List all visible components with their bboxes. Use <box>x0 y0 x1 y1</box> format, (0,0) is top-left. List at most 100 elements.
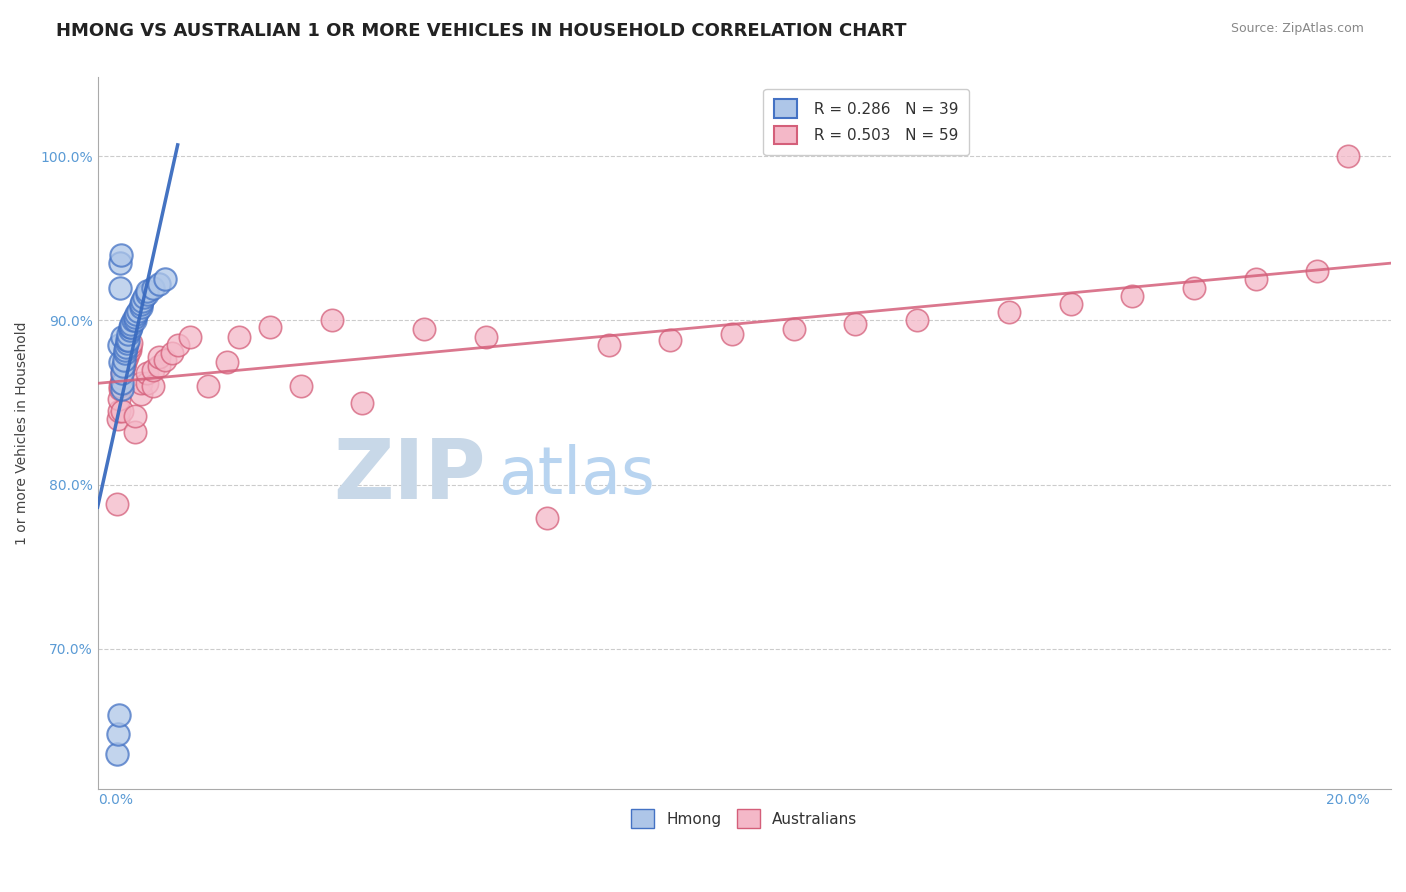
Point <box>110 379 132 393</box>
Point <box>598 338 620 352</box>
Point <box>111 376 134 390</box>
Text: Source: ZipAtlas.com: Source: ZipAtlas.com <box>1230 22 1364 36</box>
Point <box>155 352 177 367</box>
Text: HMONG VS AUSTRALIAN 1 OR MORE VEHICLES IN HOUSEHOLD CORRELATION CHART: HMONG VS AUSTRALIAN 1 OR MORE VEHICLES I… <box>56 22 907 40</box>
Point <box>121 336 143 351</box>
Point <box>215 354 238 368</box>
Point <box>110 371 132 385</box>
Point <box>115 340 138 354</box>
Point <box>111 383 134 397</box>
Point <box>110 376 132 390</box>
Point <box>782 321 804 335</box>
Point <box>135 284 157 298</box>
Point <box>117 326 139 341</box>
Point <box>108 354 131 368</box>
Point <box>111 366 134 380</box>
Point <box>110 330 132 344</box>
Legend: Hmong, Australians: Hmong, Australians <box>626 804 863 834</box>
Point <box>121 320 143 334</box>
Point <box>124 409 146 423</box>
Point <box>721 326 744 341</box>
Point <box>115 333 138 347</box>
Point <box>1306 264 1329 278</box>
Point <box>111 366 134 380</box>
Point <box>844 317 866 331</box>
Point <box>659 333 682 347</box>
Point <box>142 280 165 294</box>
Point <box>135 376 157 390</box>
Point <box>124 310 146 325</box>
Point <box>160 346 183 360</box>
Y-axis label: 1 or more Vehicles in Household: 1 or more Vehicles in Household <box>15 321 30 545</box>
Point <box>124 425 146 439</box>
Point <box>108 392 131 407</box>
Point <box>115 350 138 364</box>
Point <box>129 301 152 315</box>
Point <box>166 338 188 352</box>
Text: atlas: atlas <box>499 443 655 508</box>
Point <box>124 313 146 327</box>
Point <box>1182 280 1205 294</box>
Point <box>1244 272 1267 286</box>
Point <box>108 383 131 397</box>
Point <box>148 350 170 364</box>
Point <box>228 330 250 344</box>
Point <box>148 277 170 292</box>
Point <box>259 320 281 334</box>
Point <box>108 280 131 294</box>
Point <box>117 346 139 360</box>
Point <box>112 359 135 374</box>
Point <box>114 346 136 360</box>
Point <box>142 363 165 377</box>
Point <box>474 330 496 344</box>
Point <box>114 343 136 357</box>
Point <box>110 248 132 262</box>
Point <box>112 359 135 374</box>
Point <box>135 366 157 380</box>
Point <box>1121 289 1143 303</box>
Point <box>321 313 343 327</box>
Point <box>120 320 142 334</box>
Point <box>413 321 436 335</box>
Point <box>121 313 143 327</box>
Point <box>112 363 135 377</box>
Point <box>107 404 129 418</box>
Point <box>148 359 170 374</box>
Point <box>114 352 136 367</box>
Point <box>142 379 165 393</box>
Point <box>135 287 157 301</box>
Point <box>905 313 928 327</box>
Point <box>105 497 128 511</box>
Point <box>129 376 152 390</box>
Point <box>155 272 177 286</box>
Point <box>114 356 136 370</box>
Point <box>107 727 129 741</box>
Point <box>105 747 128 761</box>
Point <box>117 333 139 347</box>
Point <box>108 338 131 352</box>
Point <box>127 303 149 318</box>
Point <box>197 379 219 393</box>
Point <box>121 317 143 331</box>
Point <box>107 412 129 426</box>
Point <box>1060 297 1083 311</box>
Point <box>352 395 374 409</box>
Point <box>290 379 312 393</box>
Point <box>120 340 142 354</box>
Point <box>115 350 138 364</box>
Point <box>129 297 152 311</box>
Point <box>115 336 138 351</box>
Point <box>1337 149 1360 163</box>
Point <box>112 352 135 367</box>
Point <box>536 510 558 524</box>
Point <box>115 346 138 360</box>
Point <box>179 330 201 344</box>
Point <box>111 404 134 418</box>
Point <box>117 343 139 357</box>
Point <box>132 291 155 305</box>
Text: ZIP: ZIP <box>333 435 485 516</box>
Point <box>118 323 141 337</box>
Point <box>129 387 152 401</box>
Point <box>110 256 132 270</box>
Point <box>998 305 1021 319</box>
